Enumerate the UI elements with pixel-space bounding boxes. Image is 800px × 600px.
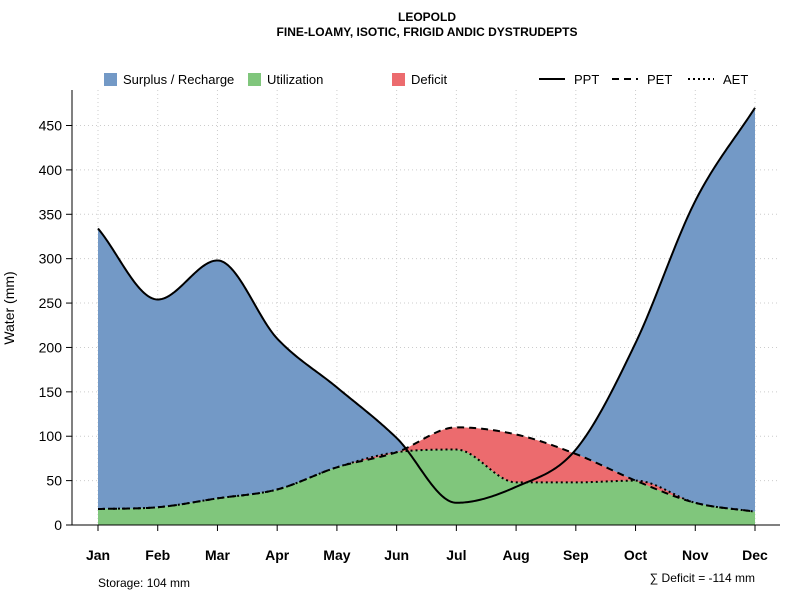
- legend-label: PET: [647, 72, 672, 87]
- x-tick-label: Nov: [682, 547, 709, 563]
- ppt-line: [97, 107, 756, 504]
- y-tick-label: 250: [39, 295, 63, 311]
- legend-label: Surplus / Recharge: [123, 72, 234, 87]
- y-tick-label: 350: [39, 206, 63, 222]
- x-tick-label: Aug: [502, 547, 529, 563]
- legend-label: AET: [723, 72, 748, 87]
- y-axis-label: Water (mm): [1, 271, 17, 344]
- deficit-note: ∑ Deficit = -114 mm: [650, 571, 755, 585]
- deficit-area: [98, 427, 755, 512]
- x-tick-label: Jun: [384, 547, 409, 563]
- x-tick-label: Jan: [86, 547, 110, 563]
- area-fills: [98, 107, 755, 525]
- y-tick-label: 50: [46, 473, 62, 489]
- y-tick-label: 0: [54, 517, 62, 533]
- x-tick-label: May: [323, 547, 350, 563]
- x-tick-label: Oct: [624, 547, 648, 563]
- legend-swatch: [248, 73, 261, 86]
- x-tick-label: Feb: [145, 547, 170, 563]
- x-tick-label: Dec: [742, 547, 768, 563]
- chart-subtitle: FINE-LOAMY, ISOTIC, FRIGID ANDIC DYSTRUD…: [277, 25, 578, 39]
- legend: Surplus / Recharge Utilization Deficit PPT P…: [104, 72, 748, 87]
- x-tick-label: Sep: [563, 547, 589, 563]
- x-tick-label: Mar: [205, 547, 230, 563]
- legend-swatch: [392, 73, 405, 86]
- legend-label: Utilization: [267, 72, 323, 87]
- y-tick-label: 450: [39, 118, 63, 134]
- y-tick-label: 200: [39, 339, 63, 355]
- legend-label: Deficit: [411, 72, 448, 87]
- chart-title: LEOPOLD: [398, 10, 456, 24]
- axes: 0 50 100 150 200 250 300 350 400 450 Jan Feb Mar Apr M…: [39, 90, 780, 563]
- legend-swatch: [104, 73, 117, 86]
- y-tick-label: 150: [39, 384, 63, 400]
- series-lines: [97, 107, 756, 513]
- storage-note: Storage: 104 mm: [98, 576, 190, 590]
- utilization-area: [98, 449, 755, 525]
- aet-line: [97, 448, 756, 513]
- surplus-area: [98, 107, 755, 512]
- y-tick-label: 400: [39, 162, 63, 178]
- y-tick-label: 100: [39, 428, 63, 444]
- x-tick-label: Jul: [446, 547, 466, 563]
- y-tick-label: 300: [39, 251, 63, 267]
- x-tick-label: Apr: [265, 547, 290, 563]
- legend-label: PPT: [574, 72, 599, 87]
